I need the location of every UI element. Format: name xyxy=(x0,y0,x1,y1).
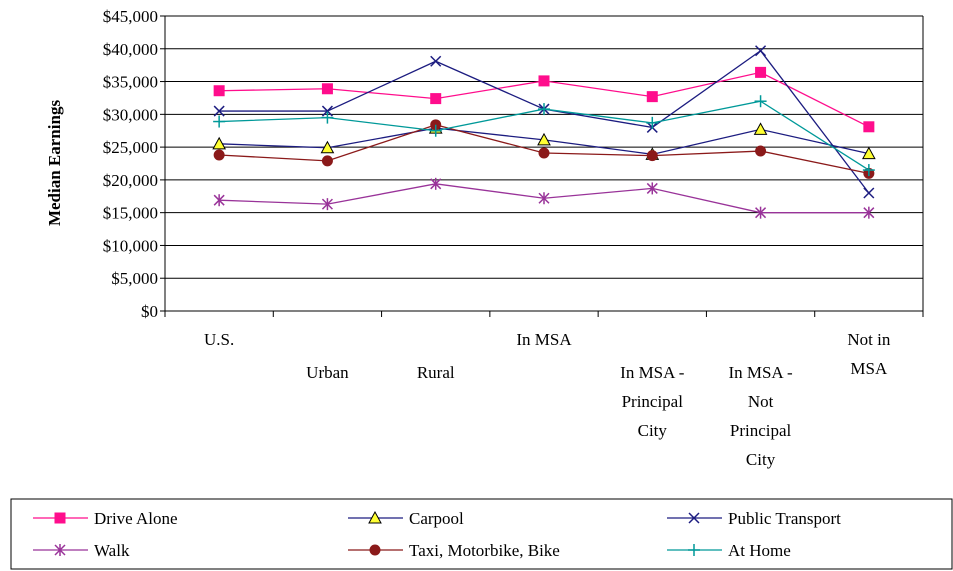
data-point xyxy=(213,105,225,117)
series-walk xyxy=(213,177,875,219)
y-tick-label: $0 xyxy=(141,302,158,321)
data-point xyxy=(538,103,550,116)
data-point xyxy=(430,177,442,190)
data-point xyxy=(863,187,875,199)
legend-marker xyxy=(688,544,700,556)
series-drive-alone xyxy=(213,66,875,133)
data-point xyxy=(537,132,551,146)
gridlines xyxy=(165,15,923,279)
data-point xyxy=(754,95,767,108)
data-point xyxy=(646,91,658,103)
category-label: Urban xyxy=(306,363,349,382)
data-point xyxy=(213,194,225,207)
data-point xyxy=(538,147,550,159)
legend-marker xyxy=(369,544,381,556)
legend-item: Carpool xyxy=(348,509,464,528)
legend: Drive Alone Carpool Public Transport Walk Ta… xyxy=(10,498,953,570)
y-tick-label: $15,000 xyxy=(103,204,158,223)
category-label: Not in MSA xyxy=(847,330,890,378)
legend-label: Drive Alone xyxy=(94,509,178,528)
y-tick-label: $5,000 xyxy=(111,269,158,288)
data-point xyxy=(863,206,875,219)
y-tick-label: $20,000 xyxy=(103,171,158,190)
legend-label: Carpool xyxy=(409,509,464,528)
data-point xyxy=(213,149,225,161)
data-point xyxy=(213,115,226,128)
series-line xyxy=(219,49,870,194)
legend-marker xyxy=(54,544,66,556)
data-point xyxy=(862,146,876,160)
legend-item: At Home xyxy=(667,541,791,560)
data-point xyxy=(646,116,659,129)
data-point xyxy=(430,55,442,67)
data-point xyxy=(320,140,335,154)
data-point xyxy=(753,122,768,135)
data-point xyxy=(429,124,442,137)
data-point xyxy=(863,121,875,133)
series-lines xyxy=(212,45,876,219)
data-point xyxy=(321,111,334,124)
data-point xyxy=(430,93,442,105)
legend-box xyxy=(10,498,953,570)
category-label: U.S. xyxy=(204,330,234,349)
data-point xyxy=(862,164,875,177)
category-label: In MSA -Not Principal City xyxy=(728,363,793,469)
data-point xyxy=(755,145,767,157)
data-point xyxy=(321,198,333,211)
y-tick-labels: $0 $5,000 $10,000 $15,000 $20,000 $25,000 $30,… xyxy=(103,7,158,321)
category-label: In MSA xyxy=(516,330,572,349)
legend-marker xyxy=(368,510,382,524)
series-taxi-motorbike-bike xyxy=(213,119,875,179)
legend-label: At Home xyxy=(728,541,791,560)
data-point xyxy=(538,192,550,205)
y-tick-label: $25,000 xyxy=(103,138,158,157)
series-at-home xyxy=(213,95,875,177)
y-tick-label: $35,000 xyxy=(103,73,158,92)
legend-item: Public Transport xyxy=(667,509,841,528)
legend-item: Taxi, Motorbike, Bike xyxy=(348,541,560,560)
data-point xyxy=(646,182,658,195)
data-point xyxy=(213,85,225,97)
y-tick-label: $30,000 xyxy=(103,105,158,124)
data-point xyxy=(321,155,333,167)
data-point xyxy=(321,105,333,117)
data-point xyxy=(755,66,767,78)
data-point xyxy=(212,136,226,150)
data-point xyxy=(755,45,767,57)
category-label: Rural xyxy=(417,363,455,382)
data-point xyxy=(755,206,767,219)
y-axis-title: Median Earnings xyxy=(45,100,64,226)
axes xyxy=(160,15,924,317)
legend-item: Walk xyxy=(33,541,130,560)
legend-label: Taxi, Motorbike, Bike xyxy=(409,541,560,560)
category-labels: U.S. Urban Rural In MSA In MSA -Principal Cit… xyxy=(204,330,891,469)
data-point xyxy=(321,83,333,95)
category-label: In MSA -Principal City xyxy=(620,363,685,440)
data-point xyxy=(646,150,658,162)
legend-item: Drive Alone xyxy=(33,509,178,528)
legend-marker xyxy=(688,512,700,524)
legend-label: Public Transport xyxy=(728,509,841,528)
legend-marker xyxy=(54,512,66,524)
y-tick-label: $10,000 xyxy=(103,236,158,255)
y-tick-label: $45,000 xyxy=(103,7,158,26)
y-tick-label: $40,000 xyxy=(103,40,158,59)
legend-label: Walk xyxy=(94,541,130,560)
data-point xyxy=(538,75,550,87)
series-public-transport xyxy=(213,45,875,199)
